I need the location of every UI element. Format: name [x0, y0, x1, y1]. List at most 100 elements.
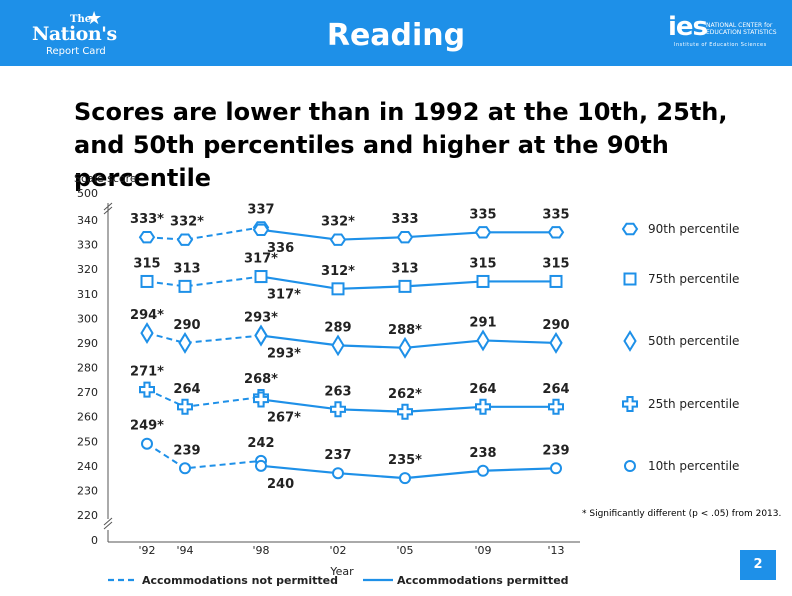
page-title: Reading [326, 18, 466, 53]
legend-marker [623, 330, 637, 352]
y-tick-label: 250 [77, 435, 98, 448]
data-label: 317* [267, 288, 301, 303]
data-label: 332* [321, 215, 355, 230]
legend-marker [623, 272, 637, 286]
logo-the-text: The [70, 14, 92, 25]
data-label: 291 [469, 315, 496, 330]
data-label: 240 [267, 477, 294, 492]
logo-report-card-text: Report Card [46, 46, 106, 57]
data-label: 333 [391, 212, 418, 227]
legend-label: Accommodations not permitted [142, 574, 338, 587]
ies-logo: ies NATIONAL CENTER for EDUCATION STATIS… [668, 12, 778, 50]
legend-label: 25th percentile [648, 397, 739, 411]
data-point [255, 459, 267, 472]
data-point [179, 462, 191, 475]
data-label: 237 [324, 448, 351, 463]
data-point [254, 270, 268, 284]
data-point [141, 437, 153, 450]
logo-nations-text: Nation's [32, 23, 117, 45]
data-point [177, 398, 193, 415]
data-point [330, 401, 346, 418]
legend-label: 10th percentile [648, 459, 739, 473]
data-point [140, 274, 154, 288]
data-point [476, 329, 490, 352]
y-tick-label: 240 [77, 460, 98, 473]
x-tick-label: '94 [176, 544, 193, 557]
data-label: 290 [542, 318, 569, 333]
y-tick-label: 260 [77, 411, 98, 424]
y-tick-label: 340 [77, 214, 98, 227]
axis-break-mark [103, 206, 113, 215]
data-point [138, 231, 156, 244]
axis-break-mark [103, 202, 113, 211]
data-point [477, 464, 489, 477]
y-tick-label: 0 [91, 534, 98, 547]
x-tick-label: '05 [396, 544, 413, 557]
data-point [329, 233, 347, 246]
data-label: 242 [247, 436, 274, 451]
data-label: 264 [469, 382, 496, 397]
data-label: 312* [321, 264, 355, 279]
data-label: 239 [173, 443, 200, 458]
data-label: 290 [173, 318, 200, 333]
data-label: 335 [542, 207, 569, 222]
y-tick-label: 290 [77, 337, 98, 350]
legend-label: 90th percentile [648, 222, 739, 236]
data-label: 315 [133, 256, 160, 271]
data-point [548, 398, 564, 415]
data-point [140, 322, 154, 345]
data-label: 238 [469, 446, 496, 461]
data-label: 289 [324, 320, 351, 335]
data-label: 294* [130, 308, 164, 323]
data-label: 263 [324, 384, 351, 399]
star-icon: ★ [86, 8, 103, 29]
data-label: 239 [542, 443, 569, 458]
data-point [254, 324, 268, 347]
data-point [253, 391, 269, 408]
y-tick-label: 270 [77, 386, 98, 399]
legend-marker [624, 460, 636, 472]
x-tick-label: '13 [547, 544, 564, 557]
data-point [474, 226, 492, 239]
y-tick-label: 300 [77, 312, 98, 325]
data-label: 249* [130, 419, 164, 434]
y-tick-label: 280 [77, 362, 98, 375]
slide-headline: Scores are lower than in 1992 at the 10t… [74, 98, 728, 192]
data-point [549, 331, 563, 354]
axis-break-mark [103, 517, 113, 526]
data-point [549, 274, 563, 288]
data-point [178, 279, 192, 293]
series-line-dashed [146, 226, 262, 241]
data-label: 337 [247, 202, 274, 217]
data-point [178, 331, 192, 354]
data-point [398, 336, 412, 359]
data-point [476, 274, 490, 288]
data-label: 264 [173, 382, 200, 397]
series-line-dashed [146, 388, 262, 408]
y-axis-label: Scale score [74, 172, 137, 185]
y-tick-label: 500 [77, 187, 98, 200]
y-tick-label: 220 [77, 509, 98, 522]
data-point [331, 334, 345, 357]
data-label: 293* [244, 311, 278, 326]
data-label: 333* [130, 212, 164, 227]
x-axis-label: Year [329, 565, 354, 578]
y-tick-label: 310 [77, 288, 98, 301]
data-point [396, 231, 414, 244]
data-label: 315 [469, 256, 496, 271]
axis-break-mark [103, 521, 113, 530]
x-tick-label: '98 [252, 544, 269, 557]
x-tick-label: '92 [138, 544, 155, 557]
legend-label: 75th percentile [648, 272, 739, 286]
data-label: 264 [542, 382, 569, 397]
x-tick-label: '09 [474, 544, 491, 557]
data-label: 268* [244, 372, 278, 387]
series-line-dashed [146, 332, 262, 344]
data-label: 313 [173, 261, 200, 276]
data-label: 271* [130, 365, 164, 380]
data-label: 235* [388, 453, 422, 468]
data-point [550, 462, 562, 475]
header-bar: The ★ Nation's Report Card Reading ies N… [0, 0, 792, 66]
data-label: 293* [267, 347, 301, 362]
